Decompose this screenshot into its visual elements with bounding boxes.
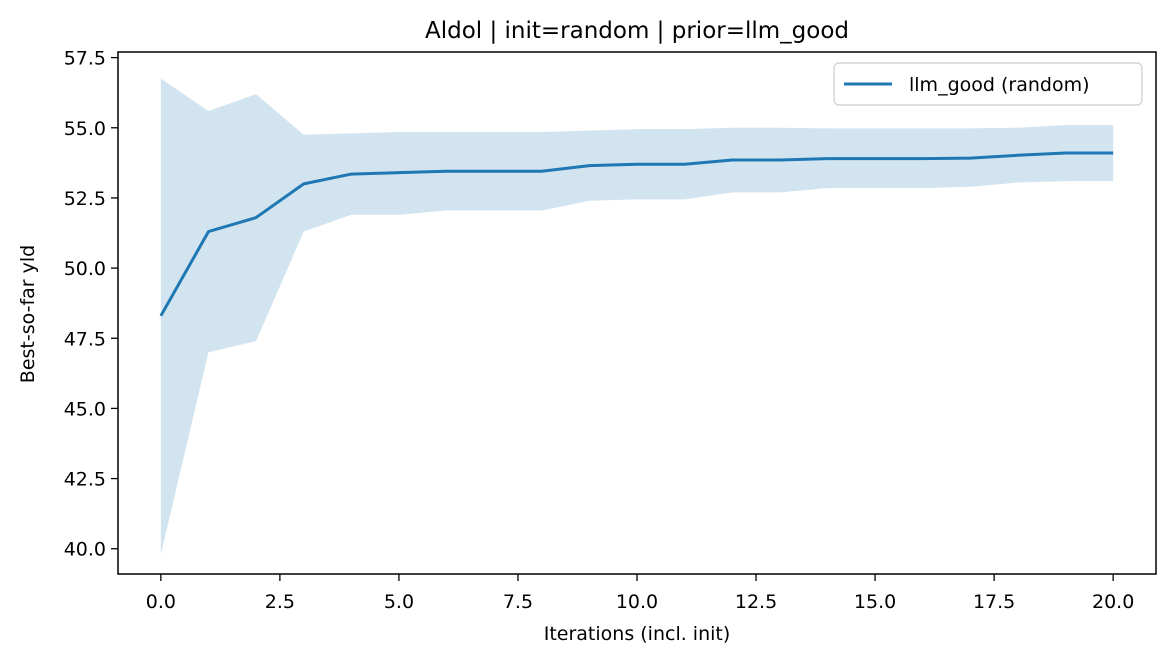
y-tick-label: 50.0 bbox=[64, 258, 106, 280]
plot-area bbox=[159, 78, 1114, 555]
y-tick-label: 52.5 bbox=[64, 188, 106, 210]
plot-frame bbox=[117, 51, 1157, 575]
x-axis-label: Iterations (incl. init) bbox=[544, 623, 731, 645]
x-tick-label: 2.5 bbox=[265, 591, 295, 613]
y-tick-label: 45.0 bbox=[64, 398, 106, 420]
chart-title: Aldol | init=random | prior=llm_good bbox=[425, 18, 849, 44]
x-tick-label: 17.5 bbox=[973, 591, 1015, 613]
x-axis: 0.0 2.5 5.0 7.5 10.0 12.5 15.0 17.5 20.0 bbox=[146, 574, 1134, 613]
x-tick-label: 7.5 bbox=[503, 591, 533, 613]
legend-label: llm_good (random) bbox=[909, 74, 1090, 96]
series-line bbox=[159, 151, 1114, 317]
confidence-band bbox=[160, 78, 1114, 555]
y-tick-label: 47.5 bbox=[64, 328, 106, 350]
x-tick-label: 15.0 bbox=[854, 591, 896, 613]
y-axis: 40.0 42.5 45.0 47.5 50.0 52.5 55.0 57.5 bbox=[64, 48, 118, 561]
legend-box bbox=[833, 62, 1143, 106]
x-tick-label: 20.0 bbox=[1092, 591, 1134, 613]
legend: llm_good (random) bbox=[833, 62, 1143, 106]
x-tick-label: 10.0 bbox=[616, 591, 658, 613]
y-tick-label: 57.5 bbox=[64, 48, 106, 70]
x-tick-label: 12.5 bbox=[735, 591, 777, 613]
x-tick-label: 0.0 bbox=[146, 591, 176, 613]
y-tick-label: 40.0 bbox=[64, 539, 106, 561]
y-tick-label: 55.0 bbox=[64, 118, 106, 140]
y-axis-label: Best-so-far yld bbox=[17, 245, 39, 383]
x-tick-label: 5.0 bbox=[384, 591, 414, 613]
y-tick-label: 42.5 bbox=[64, 469, 106, 491]
